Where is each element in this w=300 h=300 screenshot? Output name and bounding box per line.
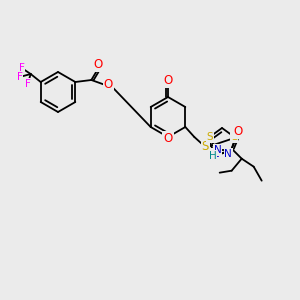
Text: O: O <box>164 74 172 88</box>
Text: F: F <box>19 63 25 73</box>
Text: S: S <box>202 140 209 152</box>
Text: S: S <box>206 132 213 142</box>
Text: N: N <box>224 149 232 159</box>
Text: O: O <box>164 131 172 145</box>
Text: N: N <box>212 149 220 159</box>
Text: F: F <box>25 79 31 89</box>
Text: O: O <box>104 77 113 91</box>
Text: F: F <box>17 72 22 82</box>
Text: N: N <box>214 145 222 155</box>
Text: S: S <box>231 132 238 142</box>
Text: O: O <box>94 58 103 71</box>
Text: H: H <box>209 151 217 161</box>
Text: O: O <box>233 125 242 138</box>
